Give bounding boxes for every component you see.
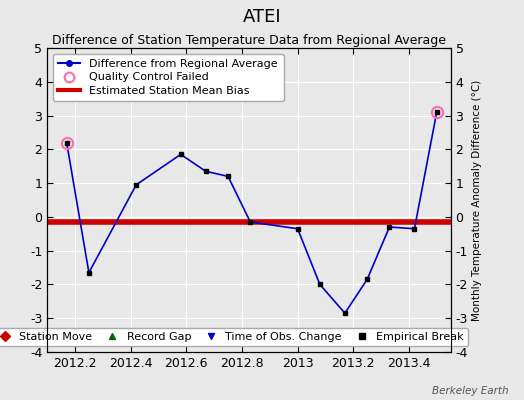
Y-axis label: Monthly Temperature Anomaly Difference (°C): Monthly Temperature Anomaly Difference (…	[472, 79, 482, 321]
Text: ATEI: ATEI	[243, 8, 281, 26]
Legend: Station Move, Record Gap, Time of Obs. Change, Empirical Break: Station Move, Record Gap, Time of Obs. C…	[0, 328, 468, 346]
Text: Berkeley Earth: Berkeley Earth	[432, 386, 508, 396]
Title: Difference of Station Temperature Data from Regional Average: Difference of Station Temperature Data f…	[52, 34, 446, 47]
